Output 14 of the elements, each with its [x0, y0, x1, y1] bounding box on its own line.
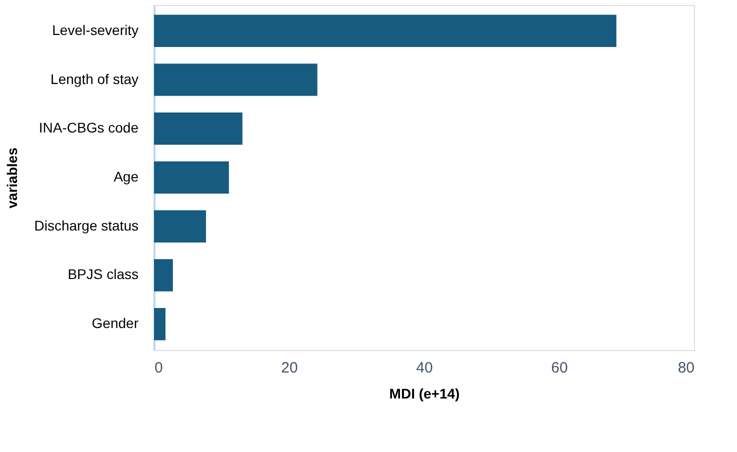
y-tick-label: Gender: [92, 315, 139, 332]
y-tick-label: BPJS class: [68, 266, 138, 282]
y-tick-label: Length of stay: [50, 70, 138, 87]
x-axis-title: MDI (e+14): [389, 386, 460, 402]
x-tick-label: 40: [416, 360, 433, 376]
y-tick-label: INA-CBGs code: [38, 120, 139, 136]
x-tick-label: 80: [678, 360, 694, 376]
x-tick-label: 60: [551, 360, 568, 376]
y-tick-label: Discharge status: [34, 217, 138, 234]
x-tick-label: 20: [281, 360, 298, 376]
y-tick-label: Age: [114, 168, 139, 184]
y-tick-label: Level-severity: [52, 22, 138, 38]
x-tick-label: 0: [154, 360, 163, 376]
y-axis-title: variables: [4, 147, 20, 208]
